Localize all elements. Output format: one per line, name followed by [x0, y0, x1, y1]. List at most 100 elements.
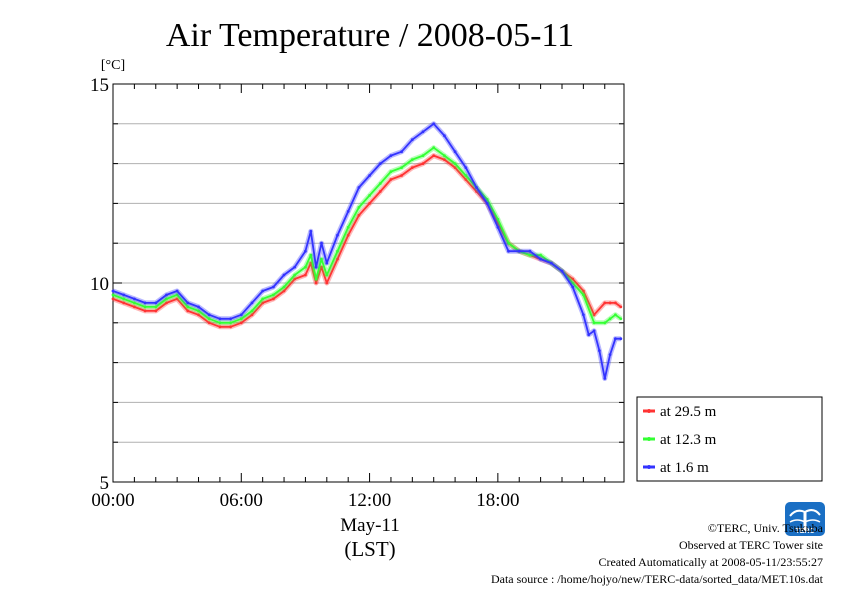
data-point	[143, 309, 147, 313]
data-point	[250, 313, 254, 317]
data-point	[432, 122, 436, 126]
data-point	[325, 261, 329, 265]
data-point	[293, 265, 297, 269]
data-point	[368, 194, 371, 197]
data-point	[218, 321, 222, 325]
data-point	[614, 337, 617, 341]
data-point	[272, 297, 275, 301]
data-point	[122, 293, 126, 297]
data-point	[133, 301, 136, 305]
chart-title: Air Temperature / 2008-05-11	[166, 17, 574, 54]
data-point	[389, 170, 393, 174]
data-point	[378, 190, 382, 193]
data-point	[346, 233, 350, 237]
data-point	[453, 166, 457, 170]
data-point	[603, 301, 607, 305]
data-point	[314, 265, 318, 269]
data-point	[421, 130, 425, 134]
data-point	[143, 305, 147, 309]
data-point	[218, 317, 222, 321]
data-point	[282, 273, 286, 277]
data-point	[197, 313, 200, 317]
source-text: Data source : /home/hojyo/new/TERC-data/…	[491, 572, 824, 586]
data-point	[443, 154, 446, 158]
data-point	[619, 337, 623, 341]
x-axis-timezone-label: (LST)	[344, 537, 395, 561]
data-point	[133, 297, 136, 301]
data-point	[421, 154, 425, 158]
legend: at 29.5 m at 12.3 m at 1.6 m	[643, 404, 717, 476]
data-point	[608, 301, 612, 305]
data-point	[186, 301, 190, 305]
data-point	[400, 166, 403, 170]
data-point	[614, 301, 617, 305]
data-point	[528, 253, 532, 257]
data-point	[475, 190, 478, 193]
data-point	[314, 277, 318, 281]
data-point	[320, 265, 323, 269]
y-tick-label: 10	[90, 274, 109, 295]
data-point	[410, 138, 414, 142]
data-point	[389, 154, 393, 158]
data-point	[282, 289, 286, 293]
data-point	[346, 225, 350, 229]
data-point	[122, 301, 126, 305]
legend-marker	[647, 465, 651, 469]
data-point	[582, 289, 585, 293]
grid-lines	[113, 123, 624, 443]
data-point	[304, 249, 307, 253]
data-point	[165, 293, 168, 297]
legend-box	[636, 396, 823, 482]
data-point	[571, 285, 575, 289]
x-tick-label: 18:00	[476, 490, 519, 511]
x-tick-label: 06:00	[220, 490, 263, 511]
data-point	[496, 217, 500, 221]
data-point	[517, 249, 521, 253]
data-point	[453, 150, 457, 154]
data-point	[443, 134, 446, 138]
data-point	[325, 281, 329, 285]
data-point	[272, 293, 275, 297]
data-point	[560, 269, 564, 273]
data-point	[250, 301, 254, 305]
data-point	[475, 186, 478, 189]
data-point	[336, 249, 339, 253]
data-point	[261, 297, 265, 301]
data-point	[133, 305, 136, 309]
data-point	[250, 309, 254, 313]
data-point	[314, 281, 318, 285]
copyright-text: ©TERC, Univ. Tsukuba	[708, 521, 824, 535]
y-tick-label: 5	[100, 473, 110, 494]
data-point	[165, 301, 168, 305]
data-point	[453, 162, 457, 166]
data-point	[421, 162, 425, 166]
data-point	[357, 213, 361, 217]
legend-marker	[647, 409, 651, 413]
data-point	[304, 273, 307, 277]
site-text: Observed at TERC Tower site	[679, 538, 823, 552]
data-point	[229, 317, 233, 321]
data-point	[464, 174, 468, 177]
data-point	[197, 305, 200, 309]
data-point	[154, 301, 158, 305]
data-point	[357, 206, 361, 209]
data-point	[165, 297, 168, 301]
x-tick-label: 12:00	[348, 490, 391, 511]
data-point	[614, 313, 617, 317]
data-point	[592, 313, 596, 317]
data-point	[154, 309, 158, 313]
data-point	[197, 309, 200, 313]
data-point	[186, 309, 190, 313]
data-point	[582, 293, 585, 297]
data-point	[111, 293, 115, 297]
data-point	[432, 146, 436, 150]
data-point	[111, 297, 115, 301]
series-lines	[111, 121, 623, 381]
data-point	[122, 297, 126, 301]
data-point	[443, 158, 446, 162]
data-point	[592, 329, 596, 333]
data-point	[357, 186, 361, 189]
series-line-2	[112, 146, 622, 324]
data-point	[293, 277, 297, 281]
